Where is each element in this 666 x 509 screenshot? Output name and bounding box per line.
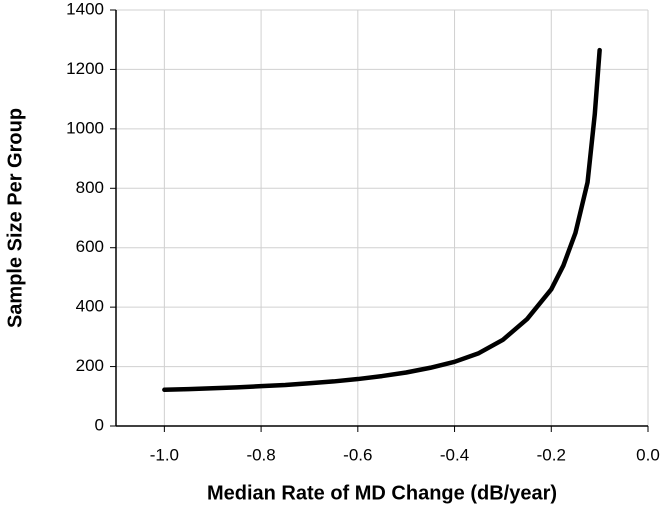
x-tick-label: -0.8 xyxy=(246,445,275,464)
y-tick-label: 400 xyxy=(76,297,104,316)
y-tick-label: 800 xyxy=(76,178,104,197)
data-line xyxy=(162,47,602,392)
y-tick-label: 1000 xyxy=(66,118,104,137)
y-tick-label: 1400 xyxy=(66,0,104,18)
x-tick-label: -1.0 xyxy=(150,445,179,464)
x-axis-title: Median Rate of MD Change (dB/year) xyxy=(207,482,557,504)
y-tick-label: 600 xyxy=(76,237,104,256)
x-tick-label: -0.6 xyxy=(343,445,372,464)
x-tick-label: 0.0 xyxy=(636,445,660,464)
y-tick-label: 0 xyxy=(95,415,104,434)
y-tick-label: 200 xyxy=(76,356,104,375)
x-tick-label: -0.4 xyxy=(440,445,469,464)
x-tick-label: -0.2 xyxy=(537,445,566,464)
y-tick-label: 1200 xyxy=(66,59,104,78)
y-axis-title: Sample Size Per Group xyxy=(4,108,26,328)
